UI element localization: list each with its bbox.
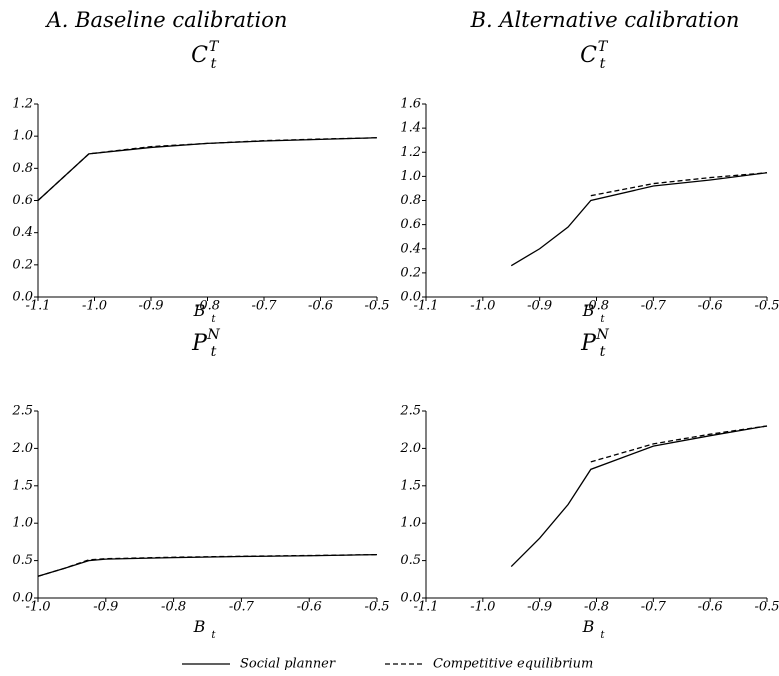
y-tick-label: 1.0 [400, 516, 421, 531]
x-tick-label: -1.0 [470, 600, 495, 615]
math-base: B [582, 617, 595, 636]
y-tick-label: 1.4 [400, 121, 421, 136]
y-tick-label: 0.2 [400, 265, 421, 280]
x-tick-label: -1.0 [25, 600, 50, 615]
y-tick-label: 0.0 [400, 591, 421, 606]
y-tick-label: 2.5 [399, 404, 421, 419]
y-tick-label: 0.2 [12, 257, 33, 272]
x-tick-label: -0.5 [754, 600, 779, 615]
legend-label: Competitive equilibrium [433, 657, 593, 672]
y-tick-label: 0.8 [12, 161, 33, 176]
math-sup: N [206, 327, 220, 343]
column-title: A. Baseline calibration [45, 8, 288, 32]
math-sub: t [211, 56, 217, 72]
math-sub: t [600, 56, 606, 72]
math-sub: t [600, 344, 606, 360]
y-tick-label: 1.2 [400, 145, 421, 160]
x-tick-label: -0.5 [364, 299, 389, 314]
math-sub: t [600, 629, 605, 641]
x-tick-label: -0.5 [364, 600, 389, 615]
math-base: C [580, 43, 597, 68]
math-sub: t [211, 344, 217, 360]
x-tick-label: -0.6 [698, 600, 723, 615]
math-sub: t [211, 629, 216, 641]
series-line [590, 172, 768, 197]
x-tick-label: -0.8 [161, 600, 186, 615]
y-tick-label: 0.5 [400, 553, 421, 568]
math-base: C [191, 43, 208, 68]
math-base: B [193, 301, 206, 320]
x-tick-label: -0.7 [229, 600, 255, 615]
y-tick-label: 1.2 [12, 97, 33, 112]
series-line [37, 137, 378, 201]
x-tick-label: -0.8 [584, 600, 609, 615]
math-base: P [580, 331, 597, 356]
series-line [37, 137, 378, 201]
y-tick-label: 1.0 [12, 516, 33, 531]
y-tick-label: 0.0 [12, 290, 33, 305]
y-tick-label: 2.0 [399, 441, 421, 456]
y-tick-label: 1.6 [400, 97, 421, 112]
y-tick-label: 0.6 [400, 217, 421, 232]
math-sub: t [600, 313, 605, 325]
series-line [590, 425, 768, 463]
y-tick-label: 1.5 [400, 478, 421, 493]
x-tick-label: -1.0 [470, 299, 495, 314]
x-tick-label: -0.6 [308, 299, 333, 314]
y-tick-label: 0.6 [12, 193, 33, 208]
x-tick-label: -0.9 [527, 600, 552, 615]
y-tick-label: 1.0 [400, 169, 421, 184]
x-tick-label: -0.7 [251, 299, 277, 314]
x-tick-label: -0.8 [195, 299, 220, 314]
math-base: B [582, 301, 595, 320]
y-tick-label: 0.5 [12, 553, 33, 568]
x-tick-label: -0.6 [297, 600, 322, 615]
series-line [510, 425, 768, 568]
x-tick-label: -1.1 [413, 299, 438, 314]
math-base: P [191, 331, 208, 356]
y-tick-label: 2.5 [11, 404, 33, 419]
series-line [510, 172, 768, 267]
y-tick-label: 0.0 [400, 290, 421, 305]
series-line [37, 553, 378, 577]
math-sup: T [598, 39, 609, 55]
x-tick-label: -0.7 [641, 299, 667, 314]
x-tick-label: -1.1 [413, 600, 438, 615]
x-tick-label: -0.8 [584, 299, 609, 314]
math-sub: t [211, 313, 216, 325]
math-sup: T [209, 39, 220, 55]
x-tick-label: -0.9 [527, 299, 552, 314]
x-tick-label: -1.1 [25, 299, 50, 314]
legend-label: Social planner [240, 657, 336, 672]
column-title: B. Alternative calibration [470, 8, 740, 32]
y-tick-label: 2.0 [11, 441, 33, 456]
y-tick-label: 0.4 [400, 241, 421, 256]
x-tick-label: -0.7 [641, 600, 667, 615]
x-tick-label: -0.9 [138, 299, 163, 314]
x-tick-label: -0.6 [698, 299, 723, 314]
y-tick-label: 0.4 [12, 225, 33, 240]
x-tick-label: -0.5 [754, 299, 779, 314]
y-tick-label: 0.0 [12, 591, 33, 606]
y-tick-label: 1.5 [12, 478, 33, 493]
y-tick-label: 0.8 [400, 193, 421, 208]
math-base: B [193, 617, 206, 636]
y-tick-label: 1.0 [12, 129, 33, 144]
x-tick-label: -1.0 [82, 299, 107, 314]
series-line [37, 553, 378, 577]
x-tick-label: -0.9 [93, 600, 118, 615]
math-sup: N [595, 327, 609, 343]
